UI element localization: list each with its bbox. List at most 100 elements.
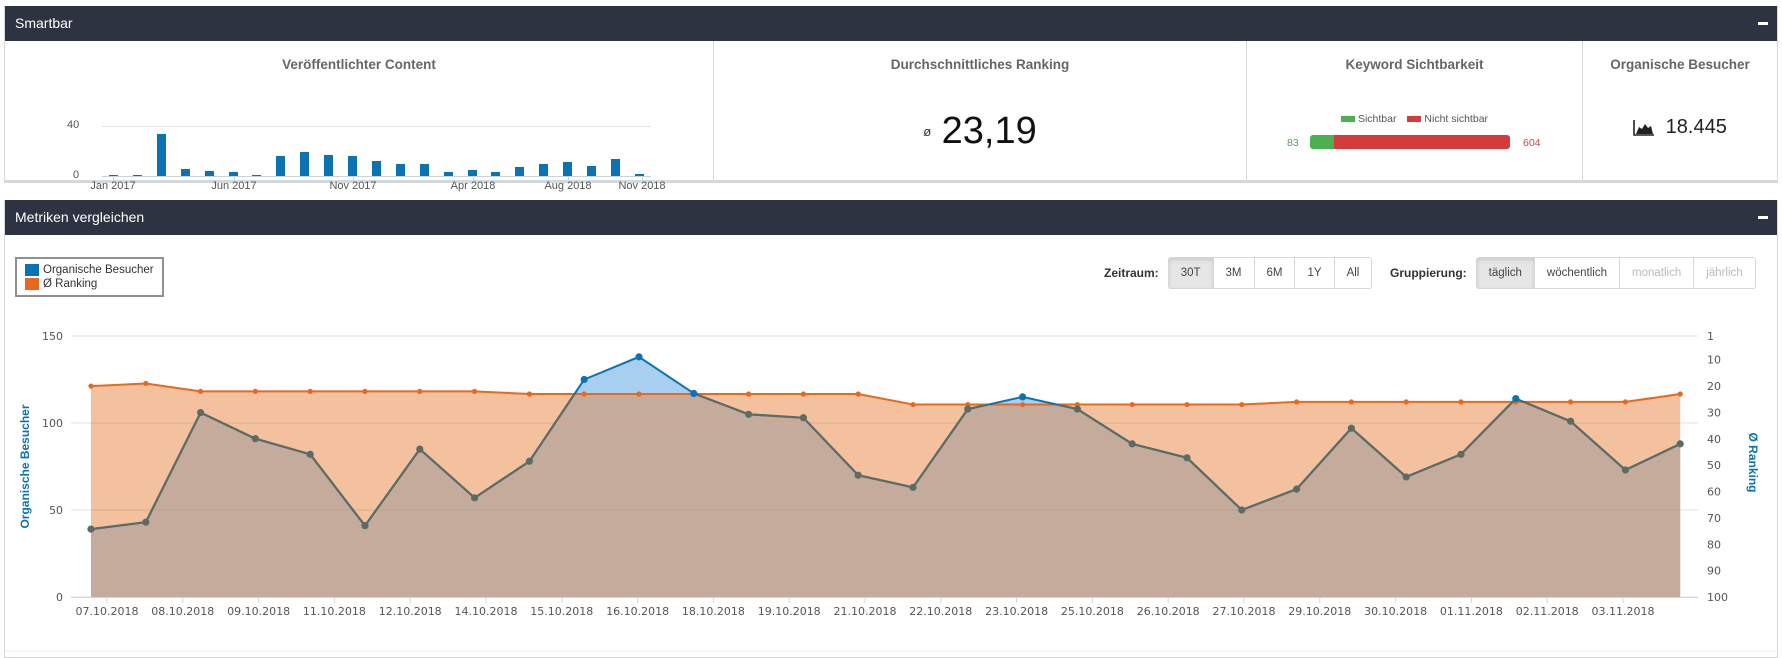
ranking-point[interactable] [417,388,423,394]
x-tick-label: 26.10.2018 [1137,605,1200,618]
mini-x-tick [642,177,643,183]
mini-bar [180,168,190,176]
organic-visitors-point[interactable] [361,522,369,530]
organic-visitors-point[interactable] [1293,485,1301,493]
ranking-point[interactable] [1677,391,1683,397]
legend-item-not-visible[interactable]: Nicht sichtbar [1407,113,1488,125]
grouping-yearly-button[interactable]: jährlich [1694,258,1755,288]
area-chart-icon [1633,119,1655,136]
y-tick-label-right: 90 [1707,565,1721,578]
organic-visitors-point[interactable] [1019,393,1027,401]
organic-visitors-number: 18.445 [1665,116,1727,138]
legend-label-organic-visitors: Organische Besucher [43,264,154,276]
ranking-point[interactable] [526,391,533,397]
legend-item-ranking[interactable]: Ø Ranking [25,277,154,291]
grouping-weekly-button[interactable]: wöchentlich [1534,258,1621,288]
ranking-point[interactable] [198,388,204,394]
organic-visitors-point[interactable] [964,405,972,413]
organic-visitors-point[interactable] [1512,395,1520,403]
organic-visitors-line-overlap [91,383,1681,531]
minus-icon[interactable] [1758,22,1768,25]
ranking-point[interactable] [581,391,587,397]
period-3m-button[interactable]: 3M [1213,258,1255,288]
legend-item-organic-visitors[interactable]: Organische Besucher [25,263,154,277]
published-content-widget: Veröffentlichter Content 40 0 Jan 2017 Jun … [5,41,714,192]
ranking-point[interactable] [1622,399,1628,405]
organic-visitors-value: 18.445 [1583,116,1777,139]
ranking-point[interactable] [1568,399,1574,405]
minus-icon[interactable] [1758,216,1768,219]
organic-visitors-point[interactable] [1457,450,1465,458]
ranking-point[interactable] [1129,401,1135,408]
ranking-point[interactable] [362,388,368,394]
ranking-point[interactable] [1239,401,1245,408]
legend-label-not-visible: Nicht sichtbar [1424,113,1489,125]
x-tick-label: 07.10.2018 [76,605,139,618]
mini-bar [204,171,214,176]
visible-segment[interactable] [1310,135,1335,149]
ranking-point[interactable] [143,380,149,387]
x-tick-label: 29.10.2018 [1288,605,1351,618]
ranking-point[interactable] [800,391,807,397]
grouping-daily-button[interactable]: täglich [1476,258,1535,288]
organic-visitors-point[interactable] [306,450,314,458]
not-visible-segment[interactable] [1334,135,1510,149]
organic-visitors-point[interactable] [251,435,259,443]
organic-visitors-point[interactable] [1128,440,1136,448]
organic-visitors-point[interactable] [799,414,808,422]
y-tick-label-right: 80 [1707,538,1721,551]
organic-visitors-point[interactable] [635,353,643,361]
organic-visitors-point[interactable] [471,494,479,502]
ranking-point[interactable] [910,401,916,408]
ranking-point[interactable] [307,388,313,394]
organic-visitors-point[interactable] [1347,424,1355,432]
period-1y-button[interactable]: 1Y [1295,258,1335,288]
organic-visitors-point[interactable] [854,471,862,479]
keyword-visibility-bar [1310,135,1510,149]
ranking-point[interactable] [1403,399,1409,405]
organic-visitors-point[interactable] [745,410,753,418]
organic-visitors-point[interactable] [1402,473,1410,481]
mini-x-tick [113,177,114,183]
legend-item-visible[interactable]: Sichtbar [1340,113,1399,125]
period-30t-button[interactable]: 30T [1168,258,1214,288]
mini-bar [348,156,357,176]
ranking-point[interactable] [1458,399,1464,405]
organic-visitors-point[interactable] [1621,466,1629,474]
organic-visitors-point[interactable] [690,389,698,398]
mini-x-tick [234,177,235,183]
ranking-line [90,382,1681,406]
organic-visitors-point[interactable] [1238,506,1246,514]
ranking-point[interactable] [1184,401,1190,408]
period-all-button[interactable]: All [1334,258,1372,288]
mini-bar [634,173,644,176]
visible-swatch-icon [1340,116,1355,123]
period-6m-button[interactable]: 6M [1254,258,1296,288]
organic-visitors-point[interactable] [580,375,588,384]
organic-visitors-point[interactable] [87,525,95,533]
not-visible-count: 604 [1523,137,1541,149]
organic-visitors-point[interactable] [1567,417,1575,425]
organic-visitors-point[interactable] [1676,440,1684,448]
organic-visitors-point[interactable] [525,457,534,465]
mini-bar [563,162,573,176]
organic-visitors-point[interactable] [1073,405,1081,413]
visible-count: 83 [1287,137,1299,149]
ranking-point[interactable] [88,383,94,389]
organic-visitors-point[interactable] [1183,454,1191,462]
organic-visitors-point[interactable] [197,408,205,417]
organic-visitors-point[interactable] [909,483,917,491]
mini-bar [300,152,310,176]
ranking-point[interactable] [1294,399,1300,405]
ranking-point[interactable] [636,391,642,397]
ranking-point[interactable] [252,388,258,394]
grouping-monthly-button[interactable]: monatlich [1620,258,1695,288]
ranking-point[interactable] [855,391,861,397]
x-tick-label: 11.10.2018 [303,605,366,618]
ranking-point[interactable] [472,388,478,394]
organic-visitors-point[interactable] [416,445,424,453]
ranking-point[interactable] [1020,401,1026,408]
ranking-point[interactable] [1348,399,1354,405]
ranking-point[interactable] [746,391,752,397]
organic-visitors-point[interactable] [142,518,150,526]
